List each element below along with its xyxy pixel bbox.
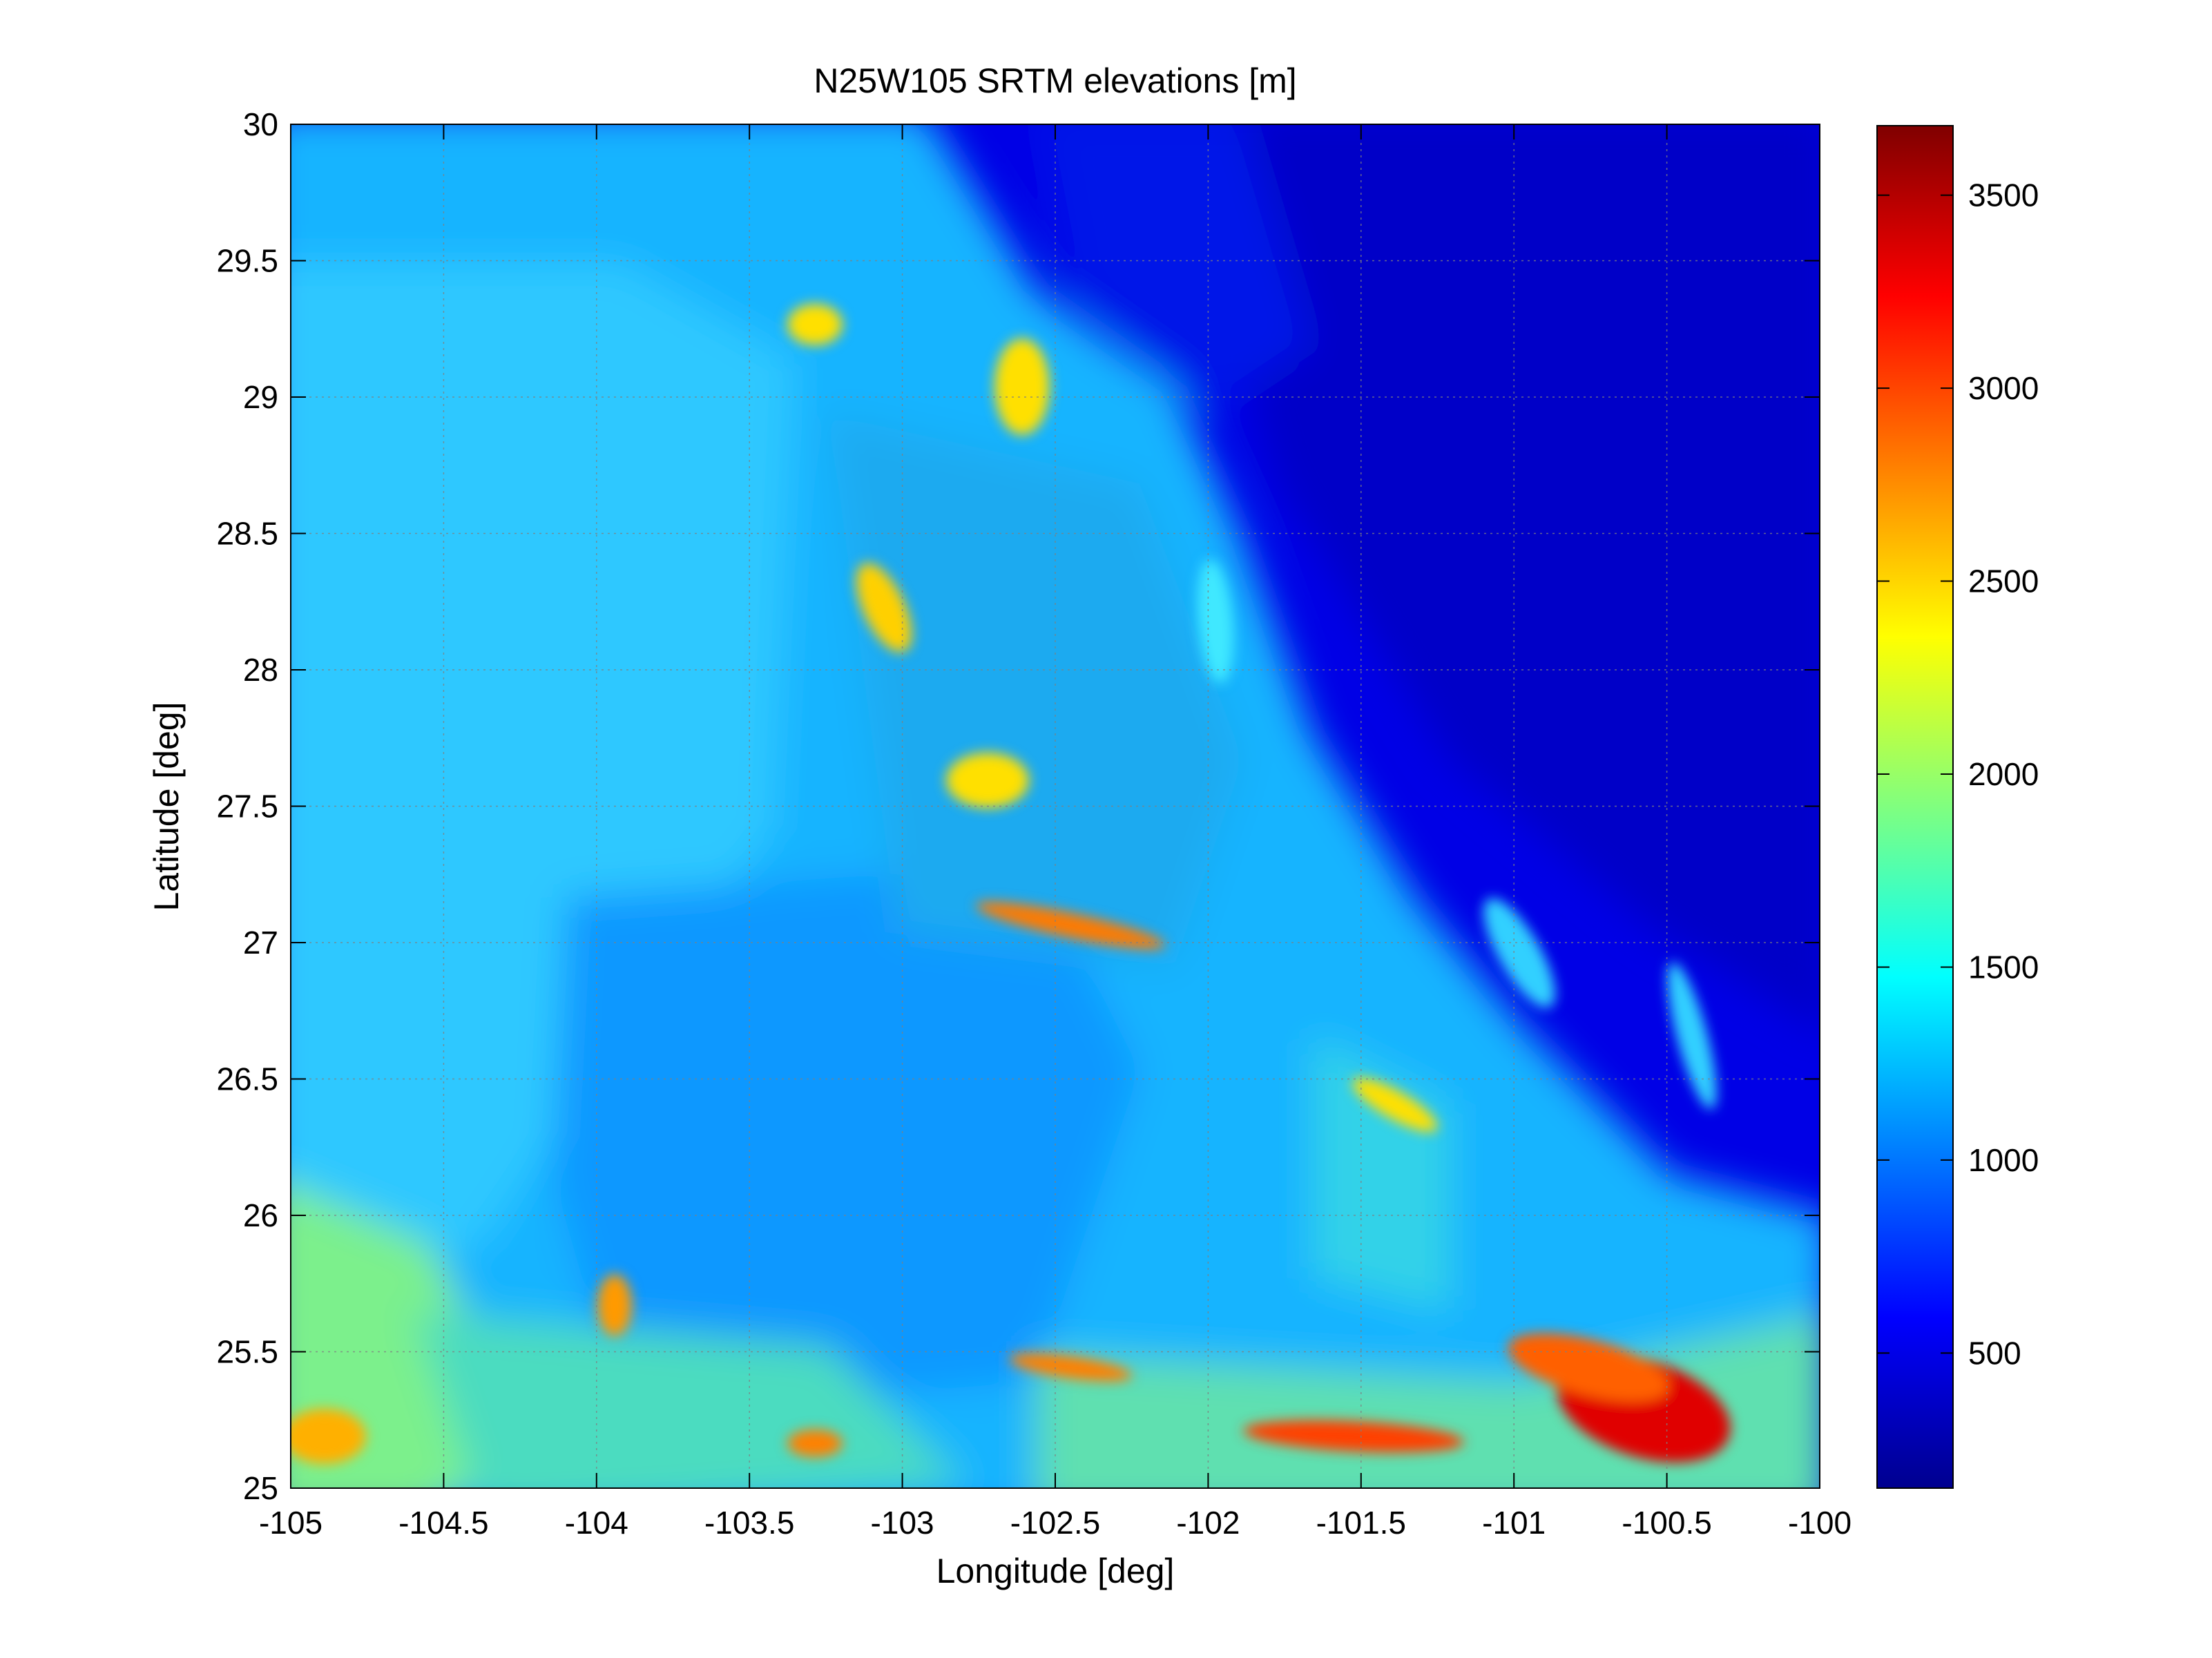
colorbar-tick-label: 500: [1968, 1335, 2021, 1371]
colorbar-tick-label: 2000: [1968, 756, 2039, 792]
x-tick-label: -101.5: [1316, 1505, 1406, 1541]
colorbar-tick-labels: 500 1000 1500 2000 2500 3000 3500: [1968, 177, 2039, 1371]
x-tick-label: -105: [259, 1505, 323, 1541]
y-tick-label: 25.5: [216, 1334, 278, 1370]
x-tick-label: -101: [1482, 1505, 1546, 1541]
y-tick-label: 29.5: [216, 243, 278, 279]
y-tick-label: 26.5: [216, 1061, 278, 1097]
colorbar-tick-label: 1500: [1968, 949, 2039, 985]
x-tick-label: -100.5: [1622, 1505, 1711, 1541]
y-tick-label: 27: [243, 925, 278, 961]
colorbar-gradient: [1876, 125, 1954, 1489]
x-tick-label: -103.5: [704, 1505, 794, 1541]
y-tick-label: 25: [243, 1470, 278, 1506]
x-tick-label: -104.5: [398, 1505, 488, 1541]
x-tick-label: -100: [1788, 1505, 1852, 1541]
y-tick-label: 30: [243, 106, 278, 142]
y-tick-label: 29: [243, 379, 278, 415]
y-axis-label: Latitude [deg]: [147, 702, 186, 911]
colorbar-tick-label: 3500: [1968, 177, 2039, 213]
grid-lines: [291, 124, 1820, 1488]
y-tick-labels: 25 25.5 26 26.5 27 27.5 28 28.5 29 29.5 30: [216, 106, 278, 1506]
y-tick-label: 28: [243, 652, 278, 688]
x-tick-label: -102: [1176, 1505, 1240, 1541]
x-tick-label: -102.5: [1010, 1505, 1100, 1541]
chart-title: N25W105 SRTM elevations [m]: [814, 61, 1296, 100]
y-tick-label: 28.5: [216, 516, 278, 552]
plot-area: -105 -104.5 -104 -103.5 -103 -102.5 -102 -101.5…: [216, 106, 1852, 1541]
colorbar-tick-label: 3000: [1968, 370, 2039, 406]
y-tick-label: 26: [243, 1197, 278, 1233]
tick-marks: [290, 124, 1820, 1489]
colorbar: 500 1000 1500 2000 2500 3000 3500: [1876, 125, 2039, 1489]
x-axis-label: Longitude [deg]: [936, 1552, 1175, 1590]
colorbar-tick-label: 1000: [1968, 1142, 2039, 1178]
colorbar-tick-label: 2500: [1968, 563, 2039, 599]
x-tick-label: -104: [565, 1505, 628, 1541]
x-tick-labels: -105 -104.5 -104 -103.5 -103 -102.5 -102 -101.5…: [259, 1505, 1852, 1541]
y-tick-label: 27.5: [216, 789, 278, 825]
x-tick-label: -103: [871, 1505, 934, 1541]
colorbar-ticks: [1877, 194, 1953, 1354]
elevation-image: [291, 124, 1820, 1488]
